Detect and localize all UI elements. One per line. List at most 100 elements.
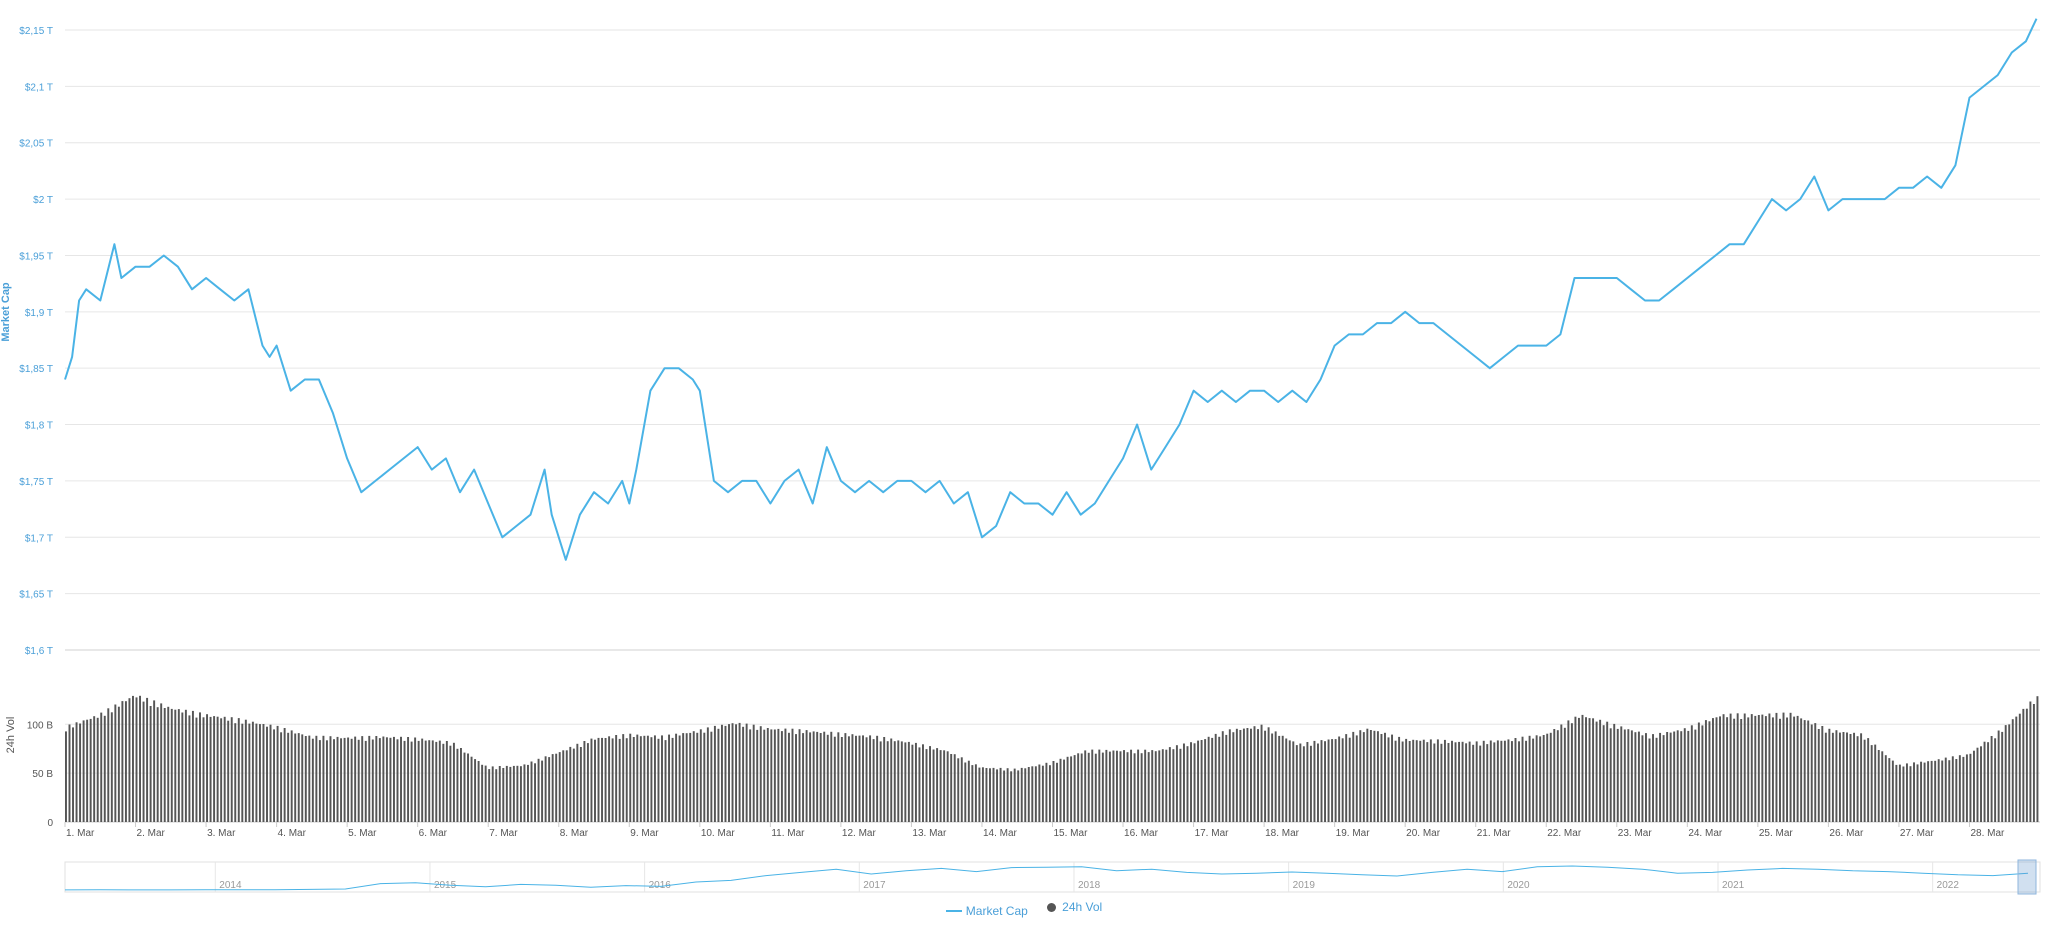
volume-bar <box>653 735 656 822</box>
volume-bar <box>1292 741 1295 822</box>
navigator-range-handle[interactable] <box>2017 859 2037 895</box>
x-tick-label: 16. Mar <box>1124 828 1159 839</box>
volume-bar <box>1645 733 1647 822</box>
volume-bar <box>720 724 723 822</box>
volume-bar <box>710 731 713 822</box>
volume-bar <box>999 767 1002 822</box>
x-tick-label: 20. Mar <box>1406 828 1441 839</box>
volume-bar <box>1041 765 1044 822</box>
volume-bar <box>82 720 85 822</box>
volume-bar <box>2001 731 2004 822</box>
volume-bar <box>784 728 787 822</box>
volume-bar <box>1165 749 1168 822</box>
volume-bar <box>467 753 469 822</box>
volume-bar <box>890 738 893 822</box>
volume-bar <box>1750 714 1753 822</box>
volume-bar <box>989 768 991 822</box>
volume-bar <box>1916 764 1919 822</box>
volume-bar <box>290 730 293 822</box>
volume-bar <box>1898 764 1901 822</box>
volume-bar <box>1807 720 1810 822</box>
market-cap-line-layer <box>64 18 2038 561</box>
volume-bar <box>893 741 896 822</box>
navigator-year-label: 2020 <box>1507 880 1530 891</box>
volume-bar <box>1620 726 1623 822</box>
volume-bar <box>1969 753 1972 822</box>
volume-bar <box>738 722 741 822</box>
volume-bar <box>974 764 977 822</box>
y-tick-label: $1,65 T <box>19 590 53 601</box>
legend-item-24h-vol[interactable]: 24h Vol <box>1047 900 1102 914</box>
volume-bar <box>1870 745 1873 822</box>
volume-bar <box>1535 735 1538 822</box>
volume-bar <box>1588 718 1591 822</box>
volume-bar <box>618 738 621 822</box>
volume-bar <box>276 725 279 822</box>
volume-bar <box>876 735 879 822</box>
volume-bar <box>657 738 660 822</box>
volume-bar <box>156 707 159 822</box>
volume-bar <box>883 737 886 822</box>
volume-bar <box>558 752 561 822</box>
volume-bar <box>1168 747 1171 822</box>
x-tick-label: 26. Mar <box>1829 828 1864 839</box>
volume-bar <box>65 731 67 822</box>
x-tick-label: 13. Mar <box>912 828 947 839</box>
grid-lines <box>65 29 2040 823</box>
x-tick-label: 21. Mar <box>1477 828 1512 839</box>
volume-bar <box>1101 752 1104 822</box>
volume-bar <box>830 731 833 822</box>
volume-bar <box>629 733 632 822</box>
x-tick-label: 15. Mar <box>1054 828 1089 839</box>
volume-bar <box>184 709 187 822</box>
volume-bar <box>177 709 180 822</box>
y-tick-label: $1,85 T <box>19 364 53 375</box>
volume-bar <box>1570 723 1573 822</box>
volume-bar <box>128 698 131 822</box>
legend-item-market-cap[interactable]: Market Cap <box>945 904 1028 918</box>
volume-bar <box>1764 716 1767 822</box>
volume-bar <box>1849 734 1852 822</box>
volume-bar <box>273 729 276 822</box>
volume-bar <box>1867 738 1870 822</box>
volume-bar <box>209 716 212 822</box>
volume-bar <box>996 769 999 822</box>
volume-bar <box>1934 760 1937 822</box>
time-navigator[interactable]: 2014 2015 2016 2017 2018 2019 2020 2021 2022 <box>64 859 2041 895</box>
volume-bar <box>2025 708 2028 822</box>
volume-bar <box>1013 768 1016 822</box>
volume-bar <box>1616 728 1619 822</box>
volume-bar <box>470 756 473 822</box>
volume-bar <box>879 741 882 822</box>
volume-bar <box>188 715 191 822</box>
volume-bar <box>357 739 360 822</box>
y-tick-label: $1,75 T <box>19 477 53 488</box>
x-tick-label: 14. Mar <box>983 828 1018 839</box>
volume-bar <box>1010 771 1013 822</box>
volume-bar <box>107 708 110 822</box>
y-tick-label: $2,05 T <box>19 139 53 150</box>
volume-bar <box>445 741 448 822</box>
volume-bar <box>1327 739 1330 822</box>
volume-bar <box>851 734 854 822</box>
volume-bar <box>1228 729 1231 822</box>
volume-bar <box>1024 768 1027 822</box>
volume-bar <box>1888 758 1891 822</box>
volume-bar <box>1630 730 1633 822</box>
volume-bar <box>1489 740 1492 822</box>
volume-bar <box>735 724 738 822</box>
volume-bar <box>202 717 205 822</box>
volume-bar <box>1962 756 1965 822</box>
volume-bar <box>964 762 967 822</box>
volume-bar <box>1098 749 1101 822</box>
volume-bar <box>174 709 177 822</box>
volume-bar <box>728 724 730 822</box>
volume-bar <box>1719 716 1721 822</box>
volume-bar <box>914 742 917 822</box>
volume-bar <box>93 716 96 822</box>
volume-bar <box>1204 739 1207 822</box>
x-tick-label: 25. Mar <box>1759 828 1794 839</box>
volume-bar <box>1130 749 1133 822</box>
volume-bar <box>1913 762 1915 822</box>
volume-bar <box>121 701 124 822</box>
